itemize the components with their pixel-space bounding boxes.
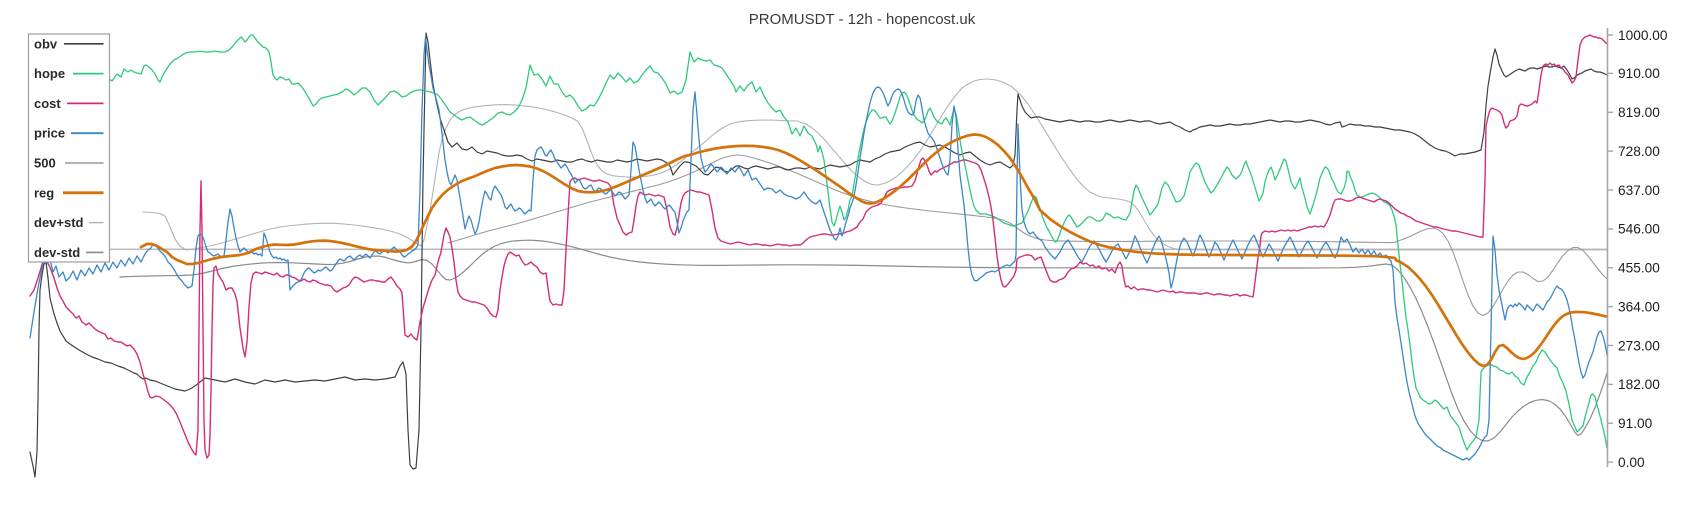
svg-text:dev+std: dev+std	[34, 215, 84, 230]
svg-text:728.00: 728.00	[1618, 144, 1660, 159]
svg-text:PROMUSDT - 12h - hopencost.uk: PROMUSDT - 12h - hopencost.uk	[749, 11, 976, 28]
svg-text:0.00: 0.00	[1618, 455, 1645, 470]
svg-text:price: price	[34, 126, 65, 141]
svg-text:91.00: 91.00	[1618, 416, 1653, 431]
svg-text:1000.00: 1000.00	[1618, 28, 1668, 43]
svg-text:273.00: 273.00	[1618, 338, 1660, 353]
svg-text:910.00: 910.00	[1618, 66, 1660, 81]
svg-text:cost: cost	[34, 96, 61, 111]
svg-text:reg: reg	[34, 185, 54, 200]
svg-text:dev-std: dev-std	[34, 245, 80, 260]
svg-text:182.00: 182.00	[1618, 377, 1660, 392]
svg-text:546.00: 546.00	[1618, 222, 1660, 237]
svg-text:hope: hope	[34, 66, 65, 81]
svg-text:637.00: 637.00	[1618, 183, 1660, 198]
svg-text:455.00: 455.00	[1618, 261, 1660, 276]
svg-text:obv: obv	[34, 36, 58, 51]
svg-text:364.00: 364.00	[1618, 299, 1660, 314]
svg-text:819.00: 819.00	[1618, 105, 1660, 120]
svg-text:500: 500	[34, 156, 56, 171]
